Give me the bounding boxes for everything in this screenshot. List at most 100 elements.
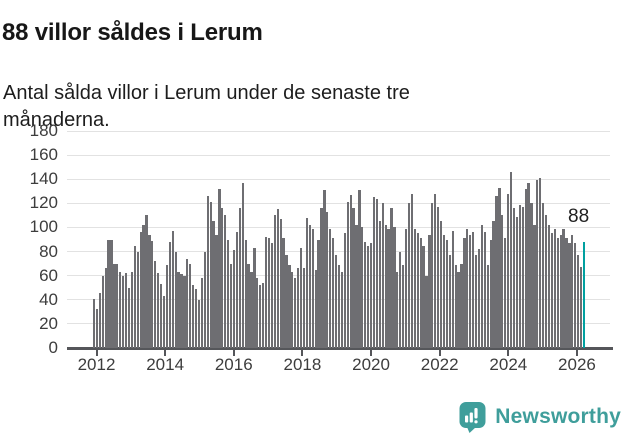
- bar: [396, 272, 399, 348]
- bar: [553, 228, 556, 348]
- bar: [536, 180, 539, 348]
- bar: [206, 196, 209, 348]
- bar: [495, 196, 498, 348]
- x-tick-mark: [164, 349, 167, 356]
- bar: [171, 231, 174, 348]
- bar: [337, 264, 341, 348]
- x-tick-mark: [301, 349, 304, 356]
- brand-footer: Newsworthy: [459, 401, 621, 433]
- y-tick-label: 80: [39, 241, 58, 261]
- bar: [407, 203, 411, 348]
- y-tick-label: 120: [29, 193, 58, 213]
- bar: [372, 197, 376, 348]
- bar: [504, 238, 507, 348]
- bar: [358, 190, 361, 348]
- bar: [524, 188, 527, 348]
- y-grid-line: [67, 130, 610, 132]
- highlighted-bar: [582, 241, 586, 348]
- page-title: 88 villor såldes i Lerum: [2, 19, 263, 47]
- bar: [221, 208, 224, 348]
- bar: [247, 263, 250, 348]
- bar: [361, 227, 364, 348]
- bar: [165, 264, 169, 348]
- bar: [107, 239, 110, 348]
- bar: [419, 238, 422, 348]
- bar: [501, 215, 504, 348]
- bar: [367, 245, 370, 348]
- bar: [457, 272, 460, 348]
- bar: [203, 251, 206, 348]
- bar: [422, 245, 425, 348]
- x-tick-mark: [438, 349, 441, 356]
- bar: [186, 258, 189, 348]
- bar: [442, 234, 446, 348]
- bar: [320, 208, 323, 348]
- bar: [130, 272, 134, 348]
- bar: [381, 203, 384, 348]
- bar: [451, 231, 454, 348]
- bar: [515, 216, 519, 348]
- bar: [197, 299, 201, 348]
- bar: [273, 215, 276, 348]
- bar: [323, 190, 326, 348]
- bar: [229, 263, 233, 348]
- bar: [579, 267, 583, 348]
- bar: [340, 272, 344, 348]
- y-tick-label: 160: [29, 145, 58, 165]
- bar: [483, 232, 486, 348]
- bar: [539, 178, 542, 348]
- bar-value-label: 88: [568, 206, 590, 227]
- bar: [116, 263, 119, 348]
- bar: [334, 255, 338, 348]
- bar: [466, 228, 469, 348]
- bar: [355, 225, 358, 348]
- bar: [270, 243, 274, 348]
- bar: [244, 239, 247, 348]
- bar: [264, 237, 268, 348]
- bar: [162, 296, 166, 348]
- bar: [133, 245, 136, 348]
- newsworthy-logo-icon: [459, 402, 486, 433]
- x-tick-mark: [232, 349, 235, 356]
- bar: [369, 243, 373, 348]
- bar: [463, 238, 466, 348]
- bar: [439, 221, 443, 348]
- bar: [218, 188, 221, 348]
- bar: [200, 278, 204, 348]
- bar: [253, 247, 256, 348]
- x-tick-label: 2016: [214, 355, 253, 374]
- bar: [410, 193, 414, 348]
- y-grid-line: [67, 178, 610, 180]
- bar: [437, 206, 440, 348]
- x-tick-label: 2026: [558, 355, 596, 374]
- bar: [101, 275, 104, 348]
- bar: [192, 285, 195, 348]
- bar: [399, 251, 402, 348]
- bar: [297, 268, 300, 348]
- bar: [227, 239, 230, 348]
- bar: [498, 187, 501, 348]
- bar: [349, 194, 352, 348]
- y-tick-label: 20: [39, 313, 58, 333]
- bar: [285, 255, 288, 348]
- bar: [110, 239, 113, 348]
- x-tick-mark: [575, 349, 578, 356]
- bar: [533, 225, 536, 348]
- y-tick-label: 40: [39, 289, 58, 309]
- bar: [177, 272, 180, 348]
- bar: [194, 288, 198, 348]
- y-grid-line: [67, 154, 610, 156]
- bar: [154, 261, 157, 348]
- bar: [574, 243, 577, 348]
- bar: [305, 217, 309, 348]
- bar: [279, 219, 282, 348]
- bar: [480, 225, 484, 348]
- bar: [562, 228, 565, 348]
- y-tick-label: 100: [29, 217, 58, 237]
- bar: [122, 275, 125, 348]
- bar: [148, 234, 151, 348]
- bar: [343, 233, 346, 348]
- y-tick-label: 140: [29, 169, 58, 189]
- bar: [425, 275, 428, 348]
- bar: [262, 282, 265, 348]
